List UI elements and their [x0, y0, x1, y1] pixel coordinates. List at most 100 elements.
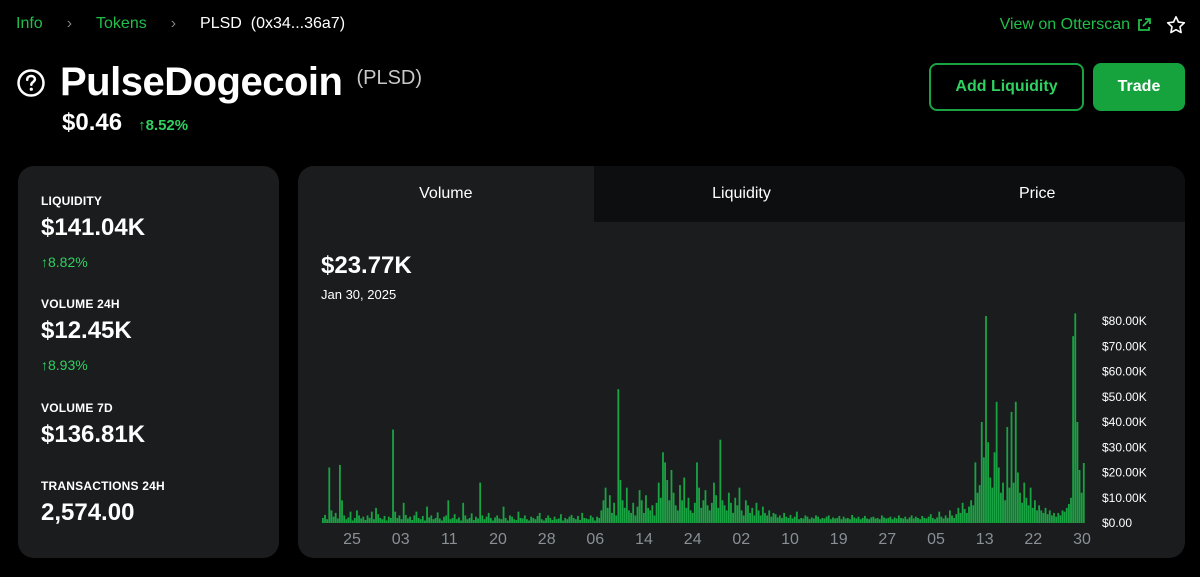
volume-bar — [526, 519, 528, 523]
volume-bar — [821, 517, 824, 523]
volume-bar — [987, 442, 990, 523]
tab-liquidity[interactable]: Liquidity — [593, 166, 890, 222]
y-tick-label: $10.00K — [1102, 491, 1147, 505]
volume-bar — [1038, 505, 1041, 523]
volume-bar — [564, 517, 567, 523]
volume-bar — [789, 514, 792, 523]
volume-bar — [817, 516, 820, 523]
volume-bar — [910, 515, 913, 523]
volume-bar — [536, 515, 539, 523]
volume-bar — [825, 516, 828, 523]
volume-bar — [791, 518, 794, 523]
volume-bar — [976, 492, 979, 523]
volume-bar — [613, 502, 615, 523]
volume-bar — [370, 511, 373, 523]
volume-bar — [861, 517, 864, 523]
volume-bar — [606, 507, 609, 523]
volume-bar — [579, 519, 581, 523]
volume-bar — [636, 506, 639, 523]
volume-chart[interactable]: $80.00K $70.00K $60.00K $50.00K $40.00K $30.0… — [298, 166, 1185, 558]
trade-button[interactable]: Trade — [1093, 63, 1185, 111]
volume-bar — [479, 482, 482, 523]
volume-bar — [664, 462, 666, 523]
breadcrumb-current-address: (0x34...36a7) — [250, 15, 346, 32]
y-tick-label: $60.00K — [1102, 365, 1147, 379]
volume-bar — [859, 519, 862, 523]
volume-bar — [993, 452, 996, 523]
volume-bar — [455, 519, 458, 523]
volume-bar — [379, 517, 382, 523]
price-row: $0.46 ↑8.52% — [62, 109, 188, 137]
volume-bar — [598, 517, 601, 523]
volume-bar — [755, 502, 758, 523]
breadcrumb-info-link[interactable]: Info — [16, 15, 43, 32]
volume-bar — [753, 515, 756, 523]
volume-bar — [985, 315, 987, 523]
otterscan-link[interactable]: View on Otterscan — [1000, 16, 1152, 34]
stat-label: VOLUME 7D — [41, 401, 113, 415]
volume-bar — [1044, 507, 1047, 523]
volume-bar — [897, 515, 900, 523]
star-icon[interactable] — [1166, 15, 1186, 35]
volume-bar — [530, 516, 533, 523]
volume-bar — [485, 516, 488, 523]
volume-bar — [1014, 401, 1017, 523]
volume-bar — [974, 462, 977, 523]
tab-price[interactable]: Price — [889, 166, 1185, 222]
volume-bar — [944, 515, 947, 523]
volume-bar — [1042, 512, 1045, 523]
stat-change: ↑8.82% — [41, 254, 88, 270]
volume-bar — [761, 506, 764, 523]
volume-bar — [659, 497, 662, 523]
volume-bar — [730, 502, 732, 523]
volume-bar — [719, 439, 722, 523]
volume-bar — [547, 515, 550, 523]
volume-bar — [557, 518, 560, 523]
volume-bar — [449, 519, 452, 523]
volume-bar — [322, 517, 324, 523]
volume-bar — [509, 515, 511, 523]
x-tick-label: 10 — [781, 531, 799, 548]
volume-bar — [734, 497, 737, 523]
volume-bar — [766, 515, 769, 523]
volume-bar — [829, 519, 832, 523]
volume-bar — [368, 517, 371, 523]
x-tick-label: 14 — [635, 531, 653, 548]
volume-bar — [727, 492, 730, 523]
volume-bar — [963, 509, 966, 523]
volume-bar — [464, 515, 467, 523]
volume-bar — [411, 519, 414, 523]
volume-bar — [447, 500, 450, 523]
volume-bar — [330, 510, 333, 524]
x-tick-label: 24 — [684, 531, 702, 548]
y-tick-label: $50.00K — [1102, 390, 1147, 404]
breadcrumb-tokens-link[interactable]: Tokens — [96, 15, 147, 32]
volume-bar — [640, 500, 643, 523]
volume-bar — [923, 517, 926, 523]
volume-bar — [676, 510, 679, 524]
volume-bar — [713, 482, 715, 523]
volume-bar — [740, 510, 743, 524]
volume-bar — [581, 512, 584, 523]
volume-bar — [1055, 516, 1058, 523]
volume-bar — [972, 505, 975, 523]
volume-bar — [938, 511, 941, 523]
volume-bar — [489, 517, 492, 523]
volume-bar — [383, 515, 386, 523]
tab-volume[interactable]: Volume — [298, 166, 594, 222]
volume-bar — [889, 516, 892, 523]
volume-bar — [804, 515, 807, 523]
volume-bar — [774, 514, 777, 523]
volume-bar — [849, 519, 851, 523]
volume-bar — [768, 510, 771, 524]
add-liquidity-button[interactable]: Add Liquidity — [929, 63, 1084, 111]
volume-bar — [615, 515, 618, 523]
volume-bar — [424, 520, 426, 523]
volume-bar — [426, 506, 428, 523]
volume-bar — [823, 518, 826, 523]
volume-bar — [649, 510, 652, 524]
volume-bar — [749, 512, 751, 523]
volume-bar — [957, 507, 960, 523]
volume-bar — [326, 519, 329, 523]
volume-bar — [341, 500, 343, 523]
